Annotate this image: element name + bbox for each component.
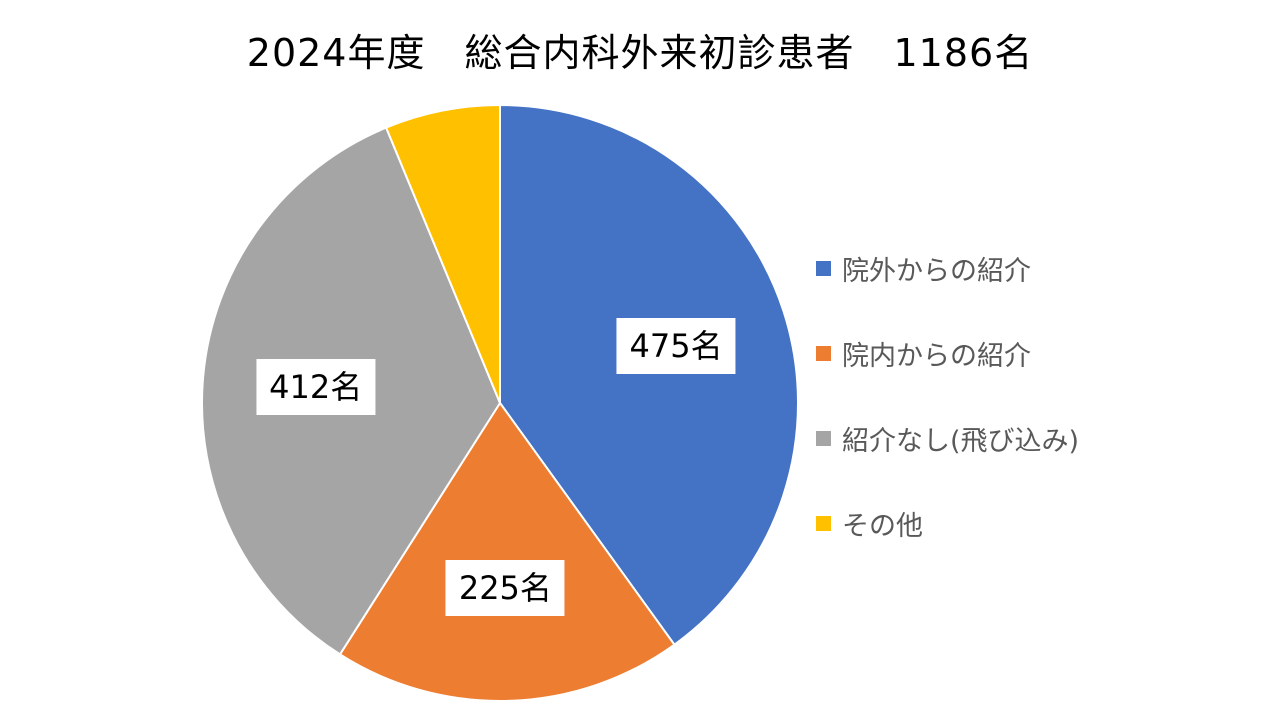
slice-outside-referral — [499, 103, 799, 647]
legend-swatch — [816, 260, 831, 276]
data-label: 412名 — [256, 358, 376, 415]
chart-title: 2024年度 総合内科外来初診患者 1186名 — [246, 31, 1034, 75]
legend-label: 院内からの紹介 — [842, 340, 1031, 372]
legend-label: 紹介なし(飛び込み) — [842, 425, 1080, 457]
legend-item: 紹介なし(飛び込み) — [816, 412, 1079, 464]
legend-label: その他 — [842, 510, 923, 542]
data-label: 475名 — [616, 318, 736, 375]
legend-swatch — [816, 515, 831, 531]
legend: 院外からの紹介 院内からの紹介 紹介なし(飛び込み) その他 — [816, 242, 1079, 582]
legend-item: 院内からの紹介 — [816, 327, 1079, 379]
legend-swatch — [816, 345, 831, 361]
legend-swatch — [816, 430, 831, 446]
slice-internal-referral — [338, 401, 676, 702]
data-label: 225名 — [445, 559, 565, 616]
legend-item: その他 — [816, 497, 1079, 549]
legend-item: 院外からの紹介 — [816, 242, 1079, 294]
legend-label: 院外からの紹介 — [842, 255, 1031, 287]
slice-other — [384, 103, 501, 404]
